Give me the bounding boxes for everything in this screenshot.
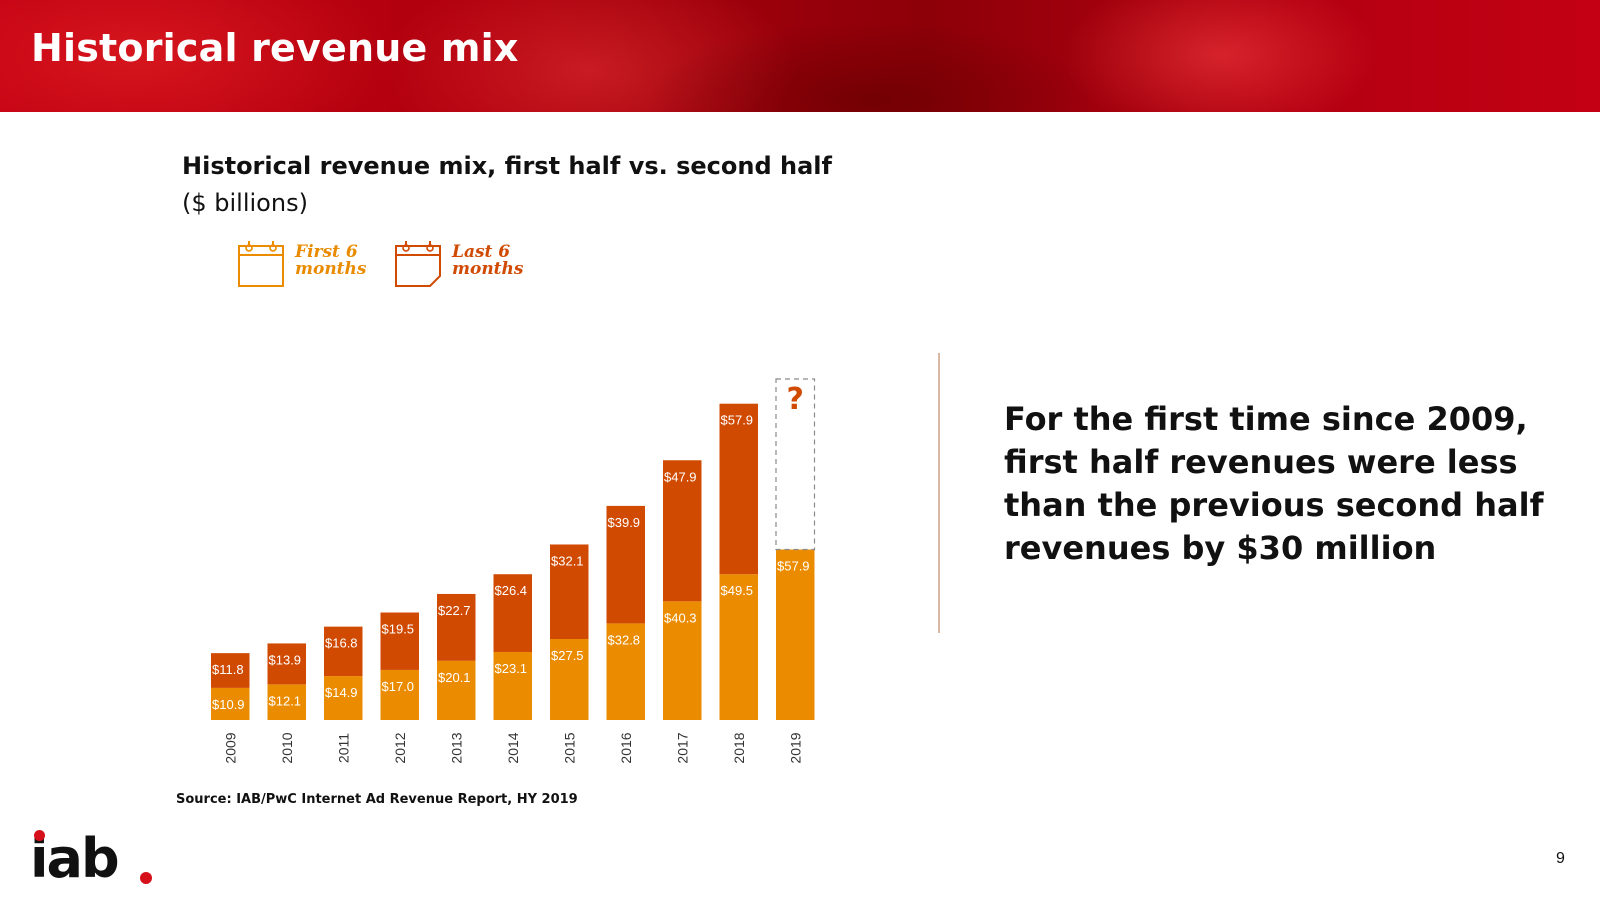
legend-last-line1: Last 6 [452,242,511,262]
vertical-divider [938,353,940,633]
data-label-first-half: $20.1 [438,670,471,685]
data-label-second-half: $16.8 [325,636,358,651]
data-label-second-half: $13.9 [269,652,302,667]
callout-line: than the previous second half [1004,486,1544,524]
data-label-first-half: $14.9 [325,685,358,700]
callout-line: revenues by $30 million [1004,529,1437,567]
data-label-second-half: $11.8 [212,662,244,677]
bar-first-half [267,684,306,720]
calendar-icon [238,241,284,287]
bar-second-half-placeholder [775,378,816,551]
page-number: 9 [1556,850,1565,867]
x-tick-label: 2014 [505,732,521,763]
bar-second-half [211,653,250,688]
x-tick-label: 2016 [618,732,634,763]
data-label-first-half: $23.1 [495,661,528,676]
x-tick-label: 2017 [674,732,690,763]
iab-logo: iab [30,827,152,890]
data-label-first-half: $10.9 [212,697,245,712]
data-label-second-half: $19.5 [382,622,415,637]
bar-second-half [606,505,645,624]
data-label-first-half: $32.8 [608,632,641,647]
logo-period-icon [140,872,152,884]
chart-unit-label: ($ billions) [182,189,308,217]
logo-text: iab [30,827,120,890]
data-label-first-half: $49.5 [721,583,754,598]
source-note: Source: IAB/PwC Internet Ad Revenue Repo… [176,792,578,807]
bar-first-half [719,574,758,720]
bar-second-half [437,593,476,661]
x-tick-label: 2011 [335,733,351,763]
callout-line: first half revenues were less [1004,443,1518,481]
bar-first-half [776,549,815,720]
data-label-second-half: $26.4 [495,583,528,598]
callout-text: For the first time since 2009, first hal… [1004,398,1564,570]
chart-title: Historical revenue mix, first half vs. s… [182,152,832,180]
bar-first-half [380,669,419,720]
bar-second-half [324,626,363,677]
x-tick-label: 2019 [787,732,803,763]
bar-second-half [663,460,702,602]
data-label-second-half: $47.9 [664,469,697,484]
x-tick-label: 2009 [222,732,238,763]
bar-first-half [211,687,250,720]
unknown-marker: ? [787,382,804,417]
legend-first-line2: months [295,259,367,279]
bar-first-half [324,676,363,720]
x-tick-label: 2018 [731,732,747,763]
bar-first-half [606,623,645,720]
x-tick-label: 2015 [561,732,577,763]
data-label-first-half: $27.5 [551,648,584,663]
data-label-first-half: $17.0 [382,679,415,694]
bar-second-half [267,643,306,685]
calendar-page-icon [395,241,441,287]
data-label-first-half: $12.1 [269,693,302,708]
bar-first-half [663,601,702,720]
bar-first-half [437,660,476,720]
callout-line: For the first time since 2009, [1004,400,1528,438]
data-label-first-half: $40.3 [664,610,697,625]
header-banner: Historical revenue mix [0,0,1600,112]
bar-second-half [380,612,419,670]
bar-second-half [719,403,758,575]
legend-first-line1: First 6 [295,242,358,262]
bar-first-half [550,639,589,720]
data-label-first-half: $57.9 [777,558,810,573]
bar-second-half [550,544,589,640]
bar-second-half [493,574,532,652]
data-label-second-half: $32.1 [551,553,584,568]
legend-last-line2: months [452,259,524,279]
x-tick-label: 2012 [392,732,408,763]
bar-first-half [493,651,532,720]
data-label-second-half: $39.9 [608,515,641,530]
data-label-second-half: $22.7 [438,603,471,618]
x-tick-label: 2013 [448,732,464,763]
x-tick-label: 2010 [279,732,295,763]
logo-dot-icon [34,830,45,841]
data-label-second-half: $57.9 [721,413,754,428]
page-title: Historical revenue mix [31,26,519,70]
